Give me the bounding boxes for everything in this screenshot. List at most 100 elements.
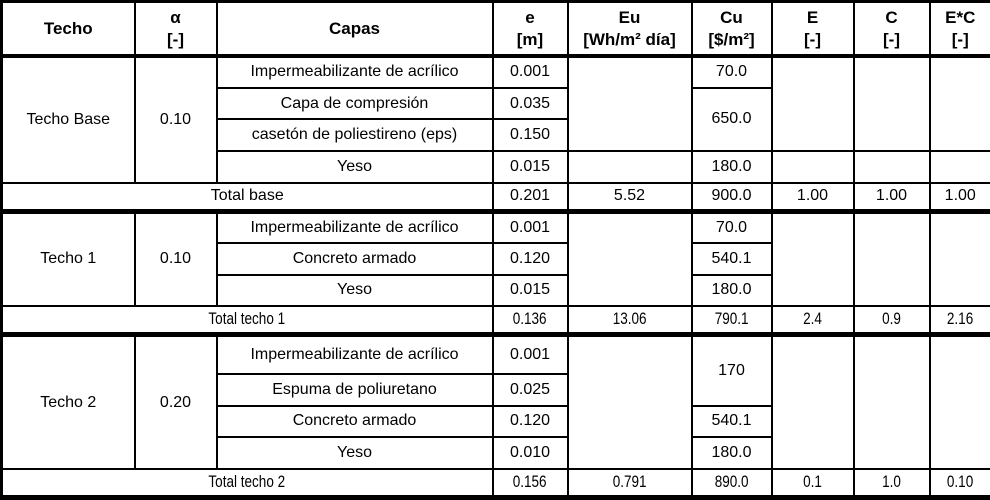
total-EC-cell: 0.10 xyxy=(928,467,990,500)
EC-empty-cell xyxy=(928,210,990,308)
header-e-wrap: e [m] xyxy=(497,7,564,50)
total-label-cell: Total techo 1 xyxy=(0,305,494,338)
header-cu-unit: [$/m²] xyxy=(708,29,755,49)
thickness-cell: 0.035 xyxy=(491,86,569,121)
thickness-cell: 0.150 xyxy=(491,118,569,153)
total-C-cell: 1.0 xyxy=(852,467,931,500)
header-cu-title: Cu xyxy=(720,8,743,28)
E-empty-cell xyxy=(770,55,855,153)
thickness-cell: 0.025 xyxy=(491,372,569,407)
header-eu-unit: [Wh/m² día] xyxy=(583,29,676,49)
total-eu-text: 13.06 xyxy=(612,310,647,329)
total-label-text: Total techo 1 xyxy=(208,310,286,329)
total-eu-text: 0.791 xyxy=(612,472,647,491)
thickness-cell: 0.015 xyxy=(491,150,569,184)
layer-name-cell: Concreto armado xyxy=(215,241,494,276)
header-cu: Cu [$/m²] xyxy=(690,0,773,59)
total-e-cell: 0.136 xyxy=(491,305,569,338)
total-eu-cell: 5.52 xyxy=(566,181,693,214)
total-EC-cell: 2.16 xyxy=(928,305,990,338)
header-E-unit: [-] xyxy=(804,29,821,49)
total-E-cell: 0.1 xyxy=(770,467,855,500)
C-empty-cell xyxy=(852,150,931,184)
thickness-cell: 0.001 xyxy=(491,210,569,244)
total-e-text: 0.156 xyxy=(513,472,547,491)
header-E-title: E xyxy=(806,8,819,28)
header-C-wrap: C [-] xyxy=(858,7,926,50)
total-eu-cell: 13.06 xyxy=(566,305,693,338)
thickness-cell: 0.001 xyxy=(491,333,569,375)
cu-value-cell: 170 xyxy=(690,333,773,407)
header-eu-wrap: Eu [Wh/m² día] xyxy=(572,7,688,50)
EC-empty-cell xyxy=(928,333,990,470)
section-name-cell: Techo Base xyxy=(0,55,136,184)
total-base-row: Total base 0.201 5.52 900.0 1.00 1.00 1.… xyxy=(0,181,990,214)
layer-name-cell: Espuma de poliuretano xyxy=(215,372,494,407)
section-name-cell: Techo 1 xyxy=(0,210,136,308)
E-empty-cell xyxy=(770,333,855,470)
cu-value-cell: 180.0 xyxy=(690,436,773,470)
cu-value-cell: 180.0 xyxy=(690,150,773,184)
header-e: e [m] xyxy=(491,0,569,59)
C-empty-cell xyxy=(852,55,931,153)
EC-empty-cell xyxy=(928,55,990,153)
techo-2-row-3: Concreto armado 0.120 540.1 xyxy=(2,404,990,439)
alpha-value-cell: 0.10 xyxy=(133,55,218,184)
eu-empty-cell xyxy=(566,150,693,184)
E-empty-cell xyxy=(770,210,855,308)
total-E-text: 2.4 xyxy=(803,310,822,329)
techo-base-row-1: Techo Base 0.10 Impermeabilizante de acr… xyxy=(0,55,990,184)
header-EC-title: E*C xyxy=(945,8,976,28)
header-EC: E*C [-] xyxy=(928,0,990,59)
header-alpha: α [-] xyxy=(133,0,218,59)
thickness-cell: 0.001 xyxy=(491,55,569,89)
header-cu-wrap: Cu [$/m²] xyxy=(696,7,768,50)
header-eu: Eu [Wh/m² día] xyxy=(566,0,693,59)
layer-name-cell: Yeso xyxy=(215,150,494,184)
layer-name-cell: Yeso xyxy=(215,273,494,308)
techo-2-row-1: Techo 2 0.20 Impermeabilizante de acríli… xyxy=(0,333,990,470)
layer-name-cell: Impermeabilizante de acrílico xyxy=(215,210,494,244)
table-header-row: Techo α [-] Capas e [m] Eu [Wh/m² día] xyxy=(0,0,990,59)
techo-1-row-1: Techo 1 0.10 Impermeabilizante de acríli… xyxy=(0,210,990,308)
section-name-cell: Techo 2 xyxy=(0,333,136,470)
total-EC-text: 2.16 xyxy=(947,310,974,329)
techo-base-row-2: Capa de compresión 0.035 650.0 xyxy=(2,86,990,153)
thickness-cell: 0.015 xyxy=(491,273,569,308)
total-E-text: 0.1 xyxy=(803,472,822,491)
header-alpha-title: α xyxy=(170,8,181,28)
total-cu-text: 890.0 xyxy=(714,472,749,491)
total-label-cell: Total base xyxy=(0,181,494,214)
layer-name-cell: Impermeabilizante de acrílico xyxy=(215,55,494,89)
techo-base-row-3: casetón de poliestireno (eps) 0.150 xyxy=(2,118,990,153)
cu-value-cell: 540.1 xyxy=(690,241,773,276)
total-techo-2-row: Total techo 2 0.156 0.791 890.0 0.1 1.0 … xyxy=(0,467,990,500)
cu-value-cell: 650.0 xyxy=(690,86,773,153)
alpha-value-cell: 0.10 xyxy=(133,210,218,308)
techo-base-row-4: Yeso 0.015 180.0 xyxy=(2,150,990,184)
header-E-wrap: E [-] xyxy=(776,7,850,50)
total-C-text: 0.9 xyxy=(882,310,901,329)
header-techo-title: Techo xyxy=(43,18,93,38)
header-EC-wrap: E*C [-] xyxy=(934,7,988,50)
total-E-cell: 2.4 xyxy=(770,305,855,338)
header-C-unit: [-] xyxy=(883,29,900,49)
header-C: C [-] xyxy=(852,0,931,59)
header-alpha-unit: [-] xyxy=(167,29,184,49)
header-techo: Techo xyxy=(0,0,136,59)
layer-name-cell: Yeso xyxy=(215,436,494,470)
header-e-unit: [m] xyxy=(516,29,544,49)
total-e-cell: 0.156 xyxy=(491,467,569,500)
eu-empty-cell xyxy=(566,210,693,308)
cu-value-cell: 180.0 xyxy=(690,273,773,308)
header-C-title: C xyxy=(885,8,898,28)
total-C-text: 1.0 xyxy=(882,472,901,491)
total-cu-text: 790.1 xyxy=(714,310,749,329)
total-C-cell: 1.00 xyxy=(852,181,931,214)
eu-empty-cell xyxy=(566,55,693,153)
layer-name-cell: Impermeabilizante de acrílico xyxy=(215,333,494,375)
layer-name-cell: Capa de compresión xyxy=(215,86,494,121)
E-empty-cell xyxy=(770,150,855,184)
total-EC-text: 0.10 xyxy=(947,472,974,491)
